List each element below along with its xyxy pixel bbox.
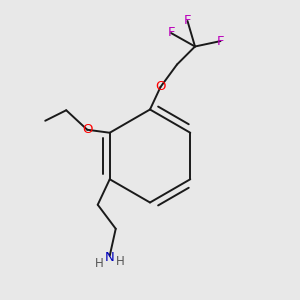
Text: N: N	[105, 251, 115, 264]
Text: F: F	[167, 26, 175, 40]
Text: H: H	[95, 257, 103, 270]
Text: F: F	[217, 34, 224, 48]
Text: H: H	[116, 255, 124, 268]
Text: O: O	[82, 123, 92, 136]
Text: F: F	[184, 14, 191, 28]
Text: O: O	[155, 80, 166, 94]
